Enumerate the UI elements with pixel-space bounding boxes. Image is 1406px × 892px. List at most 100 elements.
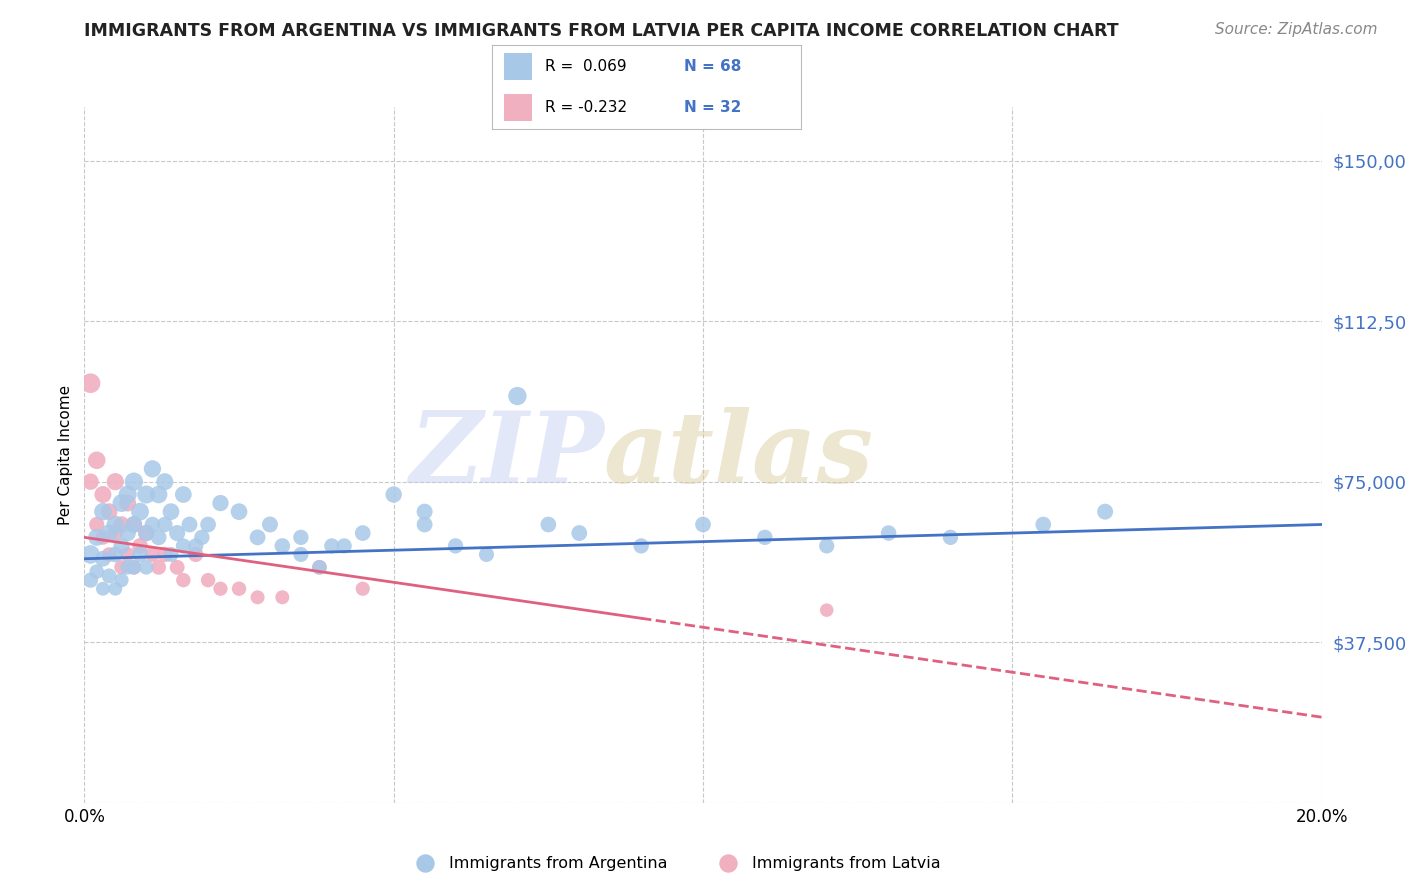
Point — [939, 530, 962, 544]
Bar — [505, 94, 533, 120]
Point — [104, 475, 127, 489]
Point — [166, 560, 188, 574]
Point — [91, 487, 114, 501]
Point — [352, 526, 374, 541]
Point — [91, 582, 114, 596]
Point — [135, 526, 157, 541]
Point — [104, 548, 127, 562]
Point — [86, 517, 108, 532]
Point — [228, 582, 250, 596]
Text: Source: ZipAtlas.com: Source: ZipAtlas.com — [1215, 22, 1378, 37]
Point — [98, 526, 121, 541]
Point — [129, 548, 152, 562]
Text: ZIP: ZIP — [409, 407, 605, 503]
Point — [117, 526, 139, 541]
Point — [110, 517, 132, 532]
Point — [135, 487, 157, 501]
Point — [413, 517, 436, 532]
Point — [122, 475, 145, 489]
Point — [172, 539, 194, 553]
Point — [413, 856, 436, 871]
Point — [79, 376, 101, 391]
Point — [104, 526, 127, 541]
Point — [148, 530, 170, 544]
Point — [877, 526, 900, 541]
Point — [630, 539, 652, 553]
Point — [754, 530, 776, 544]
Point — [160, 505, 183, 519]
Point — [135, 526, 157, 541]
Point — [153, 475, 176, 489]
Point — [98, 548, 121, 562]
Point — [197, 517, 219, 532]
Point — [79, 548, 101, 562]
Text: Immigrants from Argentina: Immigrants from Argentina — [450, 855, 668, 871]
Point — [86, 530, 108, 544]
Y-axis label: Per Capita Income: Per Capita Income — [58, 384, 73, 525]
Text: R = -0.232: R = -0.232 — [544, 100, 627, 115]
Point — [271, 539, 294, 553]
Point — [246, 530, 269, 544]
Point — [91, 530, 114, 544]
Point — [117, 560, 139, 574]
Point — [148, 560, 170, 574]
Point — [537, 517, 560, 532]
Point — [1032, 517, 1054, 532]
Point — [122, 517, 145, 532]
Point — [122, 517, 145, 532]
Point — [308, 560, 330, 574]
Point — [475, 548, 498, 562]
Point — [308, 560, 330, 574]
Point — [79, 573, 101, 587]
Point — [506, 389, 529, 403]
Text: atlas: atlas — [605, 407, 875, 503]
Text: R =  0.069: R = 0.069 — [544, 59, 626, 74]
Point — [141, 462, 163, 476]
Point — [86, 565, 108, 579]
Point — [153, 548, 176, 562]
Point — [148, 487, 170, 501]
Point — [184, 548, 207, 562]
Bar — [505, 54, 533, 80]
Point — [197, 573, 219, 587]
Point — [179, 517, 201, 532]
Point — [104, 582, 127, 596]
Point — [141, 517, 163, 532]
Point — [259, 517, 281, 532]
Point — [184, 539, 207, 553]
Point — [815, 539, 838, 553]
Point — [129, 505, 152, 519]
Point — [166, 526, 188, 541]
Point — [117, 548, 139, 562]
Point — [568, 526, 591, 541]
Point — [117, 496, 139, 510]
Point — [141, 548, 163, 562]
Point — [692, 517, 714, 532]
Point — [172, 573, 194, 587]
Point — [122, 560, 145, 574]
Text: Immigrants from Latvia: Immigrants from Latvia — [752, 855, 941, 871]
Point — [110, 539, 132, 553]
Point — [815, 603, 838, 617]
Point — [110, 560, 132, 574]
Text: IMMIGRANTS FROM ARGENTINA VS IMMIGRANTS FROM LATVIA PER CAPITA INCOME CORRELATIO: IMMIGRANTS FROM ARGENTINA VS IMMIGRANTS … — [84, 22, 1119, 40]
Point — [129, 539, 152, 553]
Point — [86, 453, 108, 467]
Point — [271, 591, 294, 605]
Point — [321, 539, 343, 553]
Point — [191, 530, 214, 544]
Point — [104, 517, 127, 532]
Point — [382, 487, 405, 501]
Text: N = 68: N = 68 — [683, 59, 741, 74]
Point — [110, 573, 132, 587]
Point — [79, 475, 101, 489]
Text: N = 32: N = 32 — [683, 100, 741, 115]
Point — [91, 551, 114, 566]
Point — [228, 505, 250, 519]
Point — [290, 530, 312, 544]
Point — [444, 539, 467, 553]
Point — [117, 487, 139, 501]
Point — [333, 539, 356, 553]
Point — [98, 505, 121, 519]
Point — [209, 496, 232, 510]
